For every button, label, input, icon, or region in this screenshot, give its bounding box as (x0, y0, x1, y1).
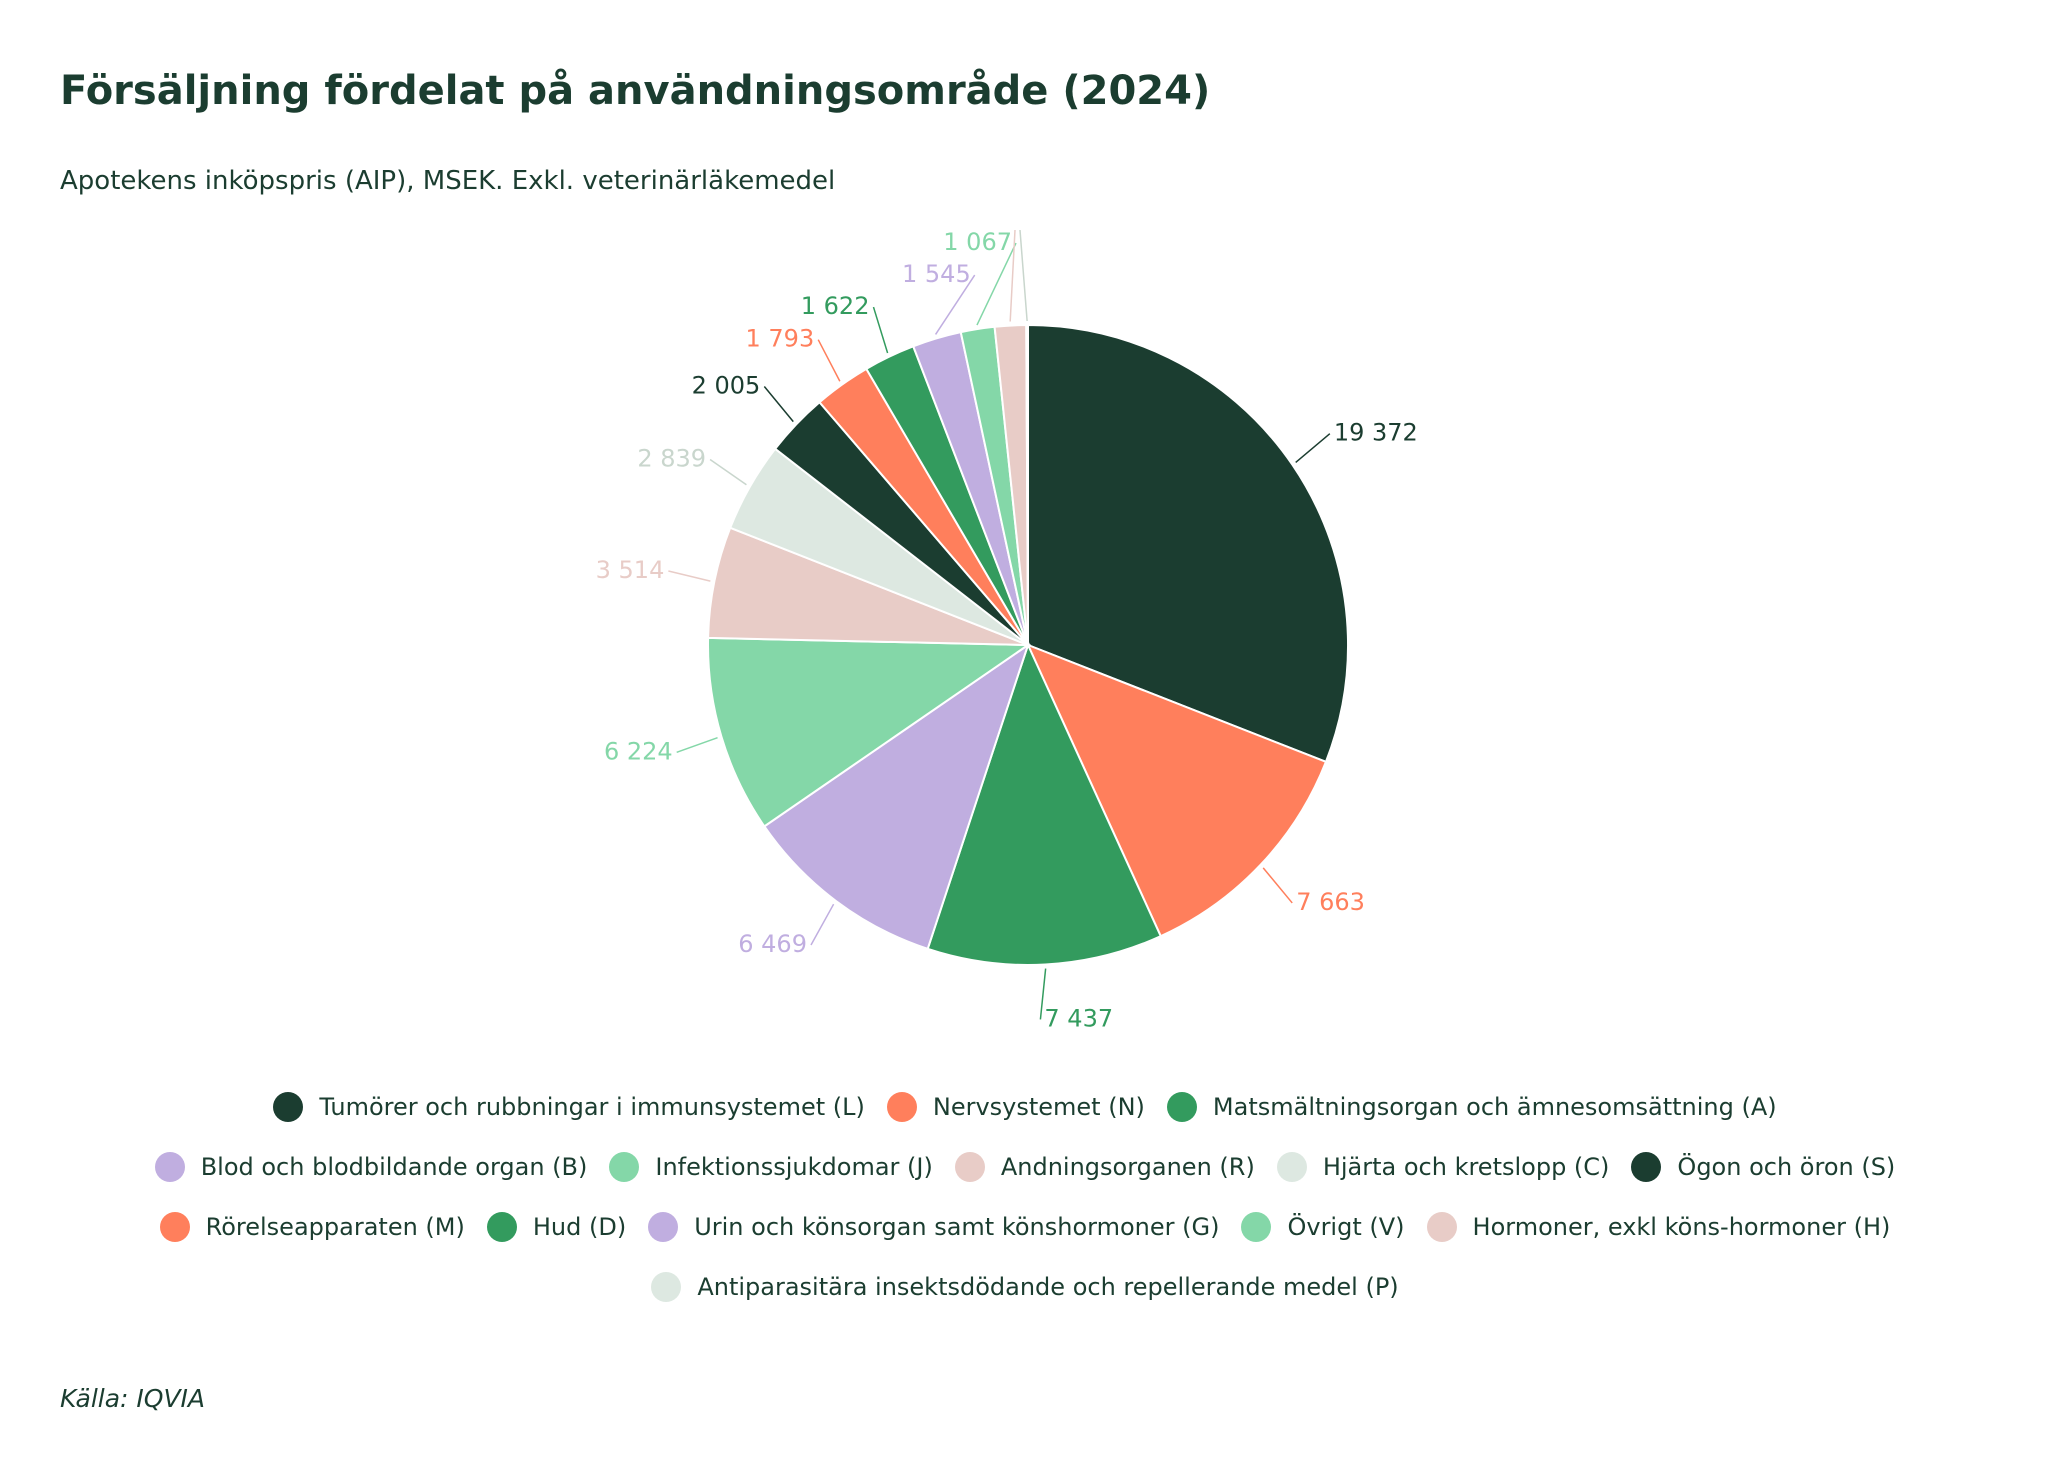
data-label: 1 793 (746, 325, 815, 353)
legend-item: Rörelseapparaten (M) (159, 1212, 465, 1242)
pie-slice (1027, 323, 1349, 764)
legend-item: Hjärta och kretslopp (C) (1276, 1152, 1610, 1182)
data-label: 19 372 (1334, 419, 1418, 447)
legend-item: Nervsystemet (N) (886, 1092, 1145, 1122)
data-label: 6 469 (738, 930, 807, 958)
legend-label: Hormoner, exkl köns-hormoner (H) (1472, 1213, 1891, 1241)
legend-item: Övrigt (V) (1241, 1212, 1405, 1242)
legend-swatch (609, 1152, 640, 1182)
legend-item: Matsmältningsorgan och ämnesomsättning (… (1166, 1092, 1777, 1122)
chart-title: Försäljning fördelat på användningsområd… (60, 68, 1211, 114)
pie-slice (926, 642, 1163, 966)
source-note: Källa: IQVIA (60, 1384, 206, 1413)
legend-item: Ögon och öron (S) (1631, 1152, 1895, 1182)
legend-label: Andningsorganen (R) (1000, 1153, 1255, 1181)
legend-swatch (159, 1212, 190, 1242)
pie-slice (762, 642, 1030, 951)
legend-item: Antiparasitära insektsdödande och repell… (651, 1272, 1399, 1302)
leader-line (1019, 230, 1028, 322)
pie-slice (1026, 643, 1328, 938)
data-label: 1 067 (943, 230, 1012, 256)
legend-label: Infektionssjukdomar (J) (655, 1153, 933, 1181)
data-label: 6 224 (604, 737, 673, 765)
chart: 19 372 7 663 7 437 6 469 6 224 3 514 2 839 2 00… (596, 230, 1418, 1032)
legend-label: Blod och blodbildande organ (B) (200, 1153, 588, 1181)
legend-swatch (651, 1272, 682, 1302)
data-label: 3 514 (596, 556, 665, 584)
legend-swatch (1631, 1152, 1662, 1182)
pie-slice (1025, 323, 1029, 646)
legend-label: Urin och könsorgan samt könshormoner (G) (694, 1213, 1220, 1241)
legend-swatch (154, 1152, 185, 1182)
legend-item: Blod och blodbildande organ (B) (154, 1152, 588, 1182)
legend-swatch (1241, 1212, 1272, 1242)
legend-label: Ögon och öron (S) (1677, 1153, 1896, 1181)
leader-line (709, 458, 747, 486)
leader-line (1009, 230, 1016, 322)
legend-swatch (648, 1212, 679, 1242)
legend: Tumörer och rubbningar i immunsystemet (… (50, 1092, 2000, 1302)
data-label: 7 437 (1044, 1004, 1113, 1032)
legend-label: Hud (D) (532, 1213, 627, 1241)
legend-item: Infektionssjukdomar (J) (609, 1152, 933, 1182)
legend-swatch (1426, 1212, 1457, 1242)
chart-subtitle: Apotekens inköpspris (AIP), MSEK. Exkl. … (60, 166, 836, 196)
legend-label: Antiparasitära insektsdödande och repell… (697, 1273, 1399, 1301)
leader-line (1262, 867, 1293, 904)
leader-line (817, 339, 841, 382)
legend-label: Tumörer och rubbningar i immunsystemet (… (319, 1093, 865, 1121)
legend-label: Hjärta och kretslopp (C) (1322, 1153, 1610, 1181)
legend-swatch (486, 1212, 517, 1242)
leader-line (810, 903, 835, 946)
data-label: 1 622 (801, 292, 870, 320)
legend-swatch (886, 1092, 917, 1122)
legend-item: Hormoner, exkl köns-hormoner (H) (1426, 1212, 1891, 1242)
legend-label: Övrigt (V) (1287, 1213, 1405, 1241)
data-label: 1 545 (902, 260, 971, 288)
legend-label: Nervsystemet (N) (932, 1093, 1145, 1121)
legend-label: Rörelseapparaten (M) (205, 1213, 465, 1241)
leader-line (1039, 968, 1047, 1020)
legend-item: Andningsorganen (R) (954, 1152, 1255, 1182)
pie-slice (707, 636, 1032, 828)
leader-line (976, 242, 1017, 326)
legend-swatch (954, 1152, 985, 1182)
leader-line (872, 306, 889, 354)
data-label: 2 005 (692, 372, 761, 400)
data-label: 2 839 (637, 445, 706, 473)
legend-item: Hud (D) (486, 1212, 627, 1242)
leader-line (763, 386, 794, 423)
leader-line (676, 737, 718, 754)
data-label: 7 663 (1296, 888, 1365, 916)
legend-swatch (1276, 1152, 1307, 1182)
leader-line (668, 570, 711, 582)
legend-item: Urin och könsorgan samt könshormoner (G) (648, 1212, 1219, 1242)
legend-label: Matsmältningsorgan och ämnesomsättning (… (1212, 1093, 1777, 1121)
legend-swatch (1166, 1092, 1197, 1122)
leader-line (1295, 433, 1331, 464)
leader-line (934, 274, 976, 335)
legend-item: Tumörer och rubbningar i immunsystemet (… (273, 1092, 865, 1122)
legend-swatch (273, 1092, 304, 1122)
